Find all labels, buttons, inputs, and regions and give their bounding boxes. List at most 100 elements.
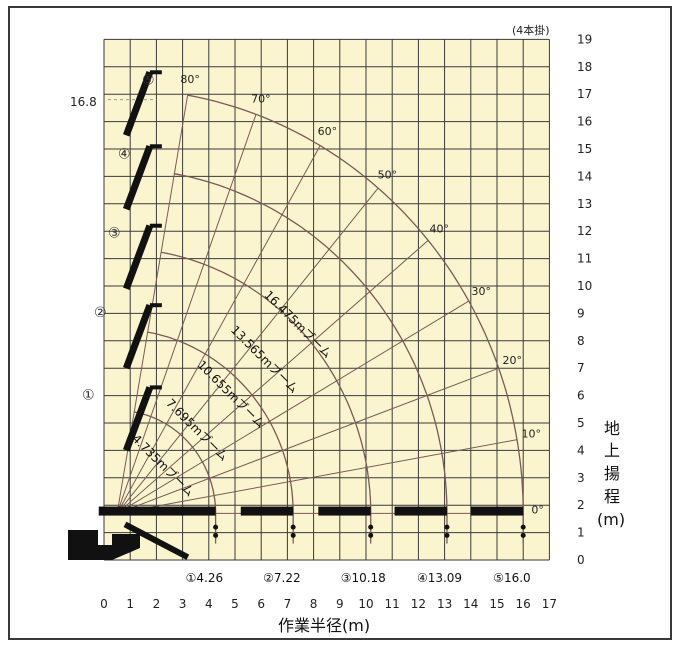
x-tick-label: 2 xyxy=(153,597,161,611)
x-tick-label: 1 xyxy=(126,597,134,611)
y-tick-label: 1 xyxy=(577,526,585,540)
angle-ray xyxy=(116,300,470,514)
boom-mark: ③ xyxy=(108,226,121,242)
boom-mark: ② xyxy=(94,305,107,321)
raised-boom xyxy=(122,303,154,370)
x-tick-label: 14 xyxy=(463,597,478,611)
angle-label: 0° xyxy=(531,503,544,516)
x-tick-label: 10 xyxy=(358,597,373,611)
hook-icon xyxy=(444,524,450,530)
angle-label: 80° xyxy=(180,73,200,86)
hook-icon xyxy=(520,532,526,538)
retracted-boom-bar xyxy=(318,506,371,516)
x-tick-label: 8 xyxy=(310,597,318,611)
y-tick-label: 9 xyxy=(577,306,585,320)
y-tick-label: 0 xyxy=(577,553,585,567)
y-tick-label: 11 xyxy=(577,252,592,266)
x-tick-label: 6 xyxy=(257,597,265,611)
x-tick-label: 15 xyxy=(489,597,504,611)
hook-icon xyxy=(213,524,219,530)
x-tick-label: 12 xyxy=(411,597,426,611)
x-tick-label: 11 xyxy=(385,597,400,611)
raised-boom xyxy=(122,386,154,452)
boom-mark: ⑤ xyxy=(142,72,155,88)
y-tick-label: 8 xyxy=(577,334,585,348)
angle-label: 70° xyxy=(251,93,271,106)
y-tick-label: 12 xyxy=(577,224,592,238)
grid-background xyxy=(104,39,550,560)
max-radius-label: ④13.09 xyxy=(417,571,462,585)
angle-ray xyxy=(116,187,379,514)
boom-silhouettes xyxy=(68,70,526,560)
angle-ray xyxy=(116,367,499,514)
y-tick-label: 6 xyxy=(577,389,585,403)
hook-icon xyxy=(444,532,450,538)
angle-label: 20° xyxy=(503,354,523,367)
y-tick-label: 3 xyxy=(577,471,585,485)
y-tick-label: 4 xyxy=(577,443,585,457)
retracted-boom-bar xyxy=(394,506,447,516)
hook-icon xyxy=(290,524,296,530)
y-tick-label: 5 xyxy=(577,416,585,430)
raised-boom xyxy=(122,145,154,211)
x-tick-label: 0 xyxy=(100,597,108,611)
y-tick-label: 18 xyxy=(577,60,592,74)
y-tick-label: 16 xyxy=(577,115,592,129)
crane-base xyxy=(68,530,140,560)
max-radius-label: ①4.26 xyxy=(186,571,223,585)
hook-icon xyxy=(290,532,296,538)
hook-icon xyxy=(368,532,374,538)
boom-mark: ④ xyxy=(118,146,131,162)
y-axis-title-2: 上 xyxy=(604,441,620,460)
y-axis-title-3: 揚 xyxy=(604,464,620,483)
angle-ray xyxy=(116,145,321,514)
y-axis-title-unit: (m) xyxy=(597,510,625,529)
max-radius-label: ②7.22 xyxy=(263,571,300,585)
y-tick-label: 13 xyxy=(577,197,592,211)
retracted-boom-bar xyxy=(470,506,524,516)
retracted-boom-bar xyxy=(98,506,216,516)
top-note: (4本掛) xyxy=(512,23,550,37)
y-axis-title-1: 地 xyxy=(604,419,620,438)
left-height-marker: 16.8 xyxy=(70,95,97,109)
angle-ray xyxy=(116,240,429,514)
angle-ray xyxy=(117,439,518,514)
retracted-boom-bar xyxy=(240,506,294,516)
max-radius-label: ⑤16.0 xyxy=(493,571,530,585)
x-tick-label: 17 xyxy=(542,597,557,611)
hook-icon xyxy=(520,524,526,530)
angle-label: 10° xyxy=(521,428,541,441)
outrigger xyxy=(123,521,190,560)
x-tick-label: 13 xyxy=(437,597,452,611)
angle-label: 50° xyxy=(378,169,398,182)
y-axis-title-4: 程 xyxy=(604,487,620,506)
y-tick-label: 2 xyxy=(577,498,585,512)
raised-boom xyxy=(122,224,154,290)
x-tick-label: 4 xyxy=(205,597,213,611)
y-tick-label: 14 xyxy=(577,169,592,183)
angle-label: 30° xyxy=(472,285,492,298)
grid xyxy=(103,38,550,561)
hook-icon xyxy=(213,532,219,538)
boom-mark: ① xyxy=(82,387,95,403)
y-tick-label: 17 xyxy=(577,87,592,101)
x-tick-label: 3 xyxy=(179,597,187,611)
angle-label: 40° xyxy=(429,223,449,236)
raised-boom xyxy=(122,71,154,137)
hook-icon xyxy=(368,524,374,530)
boom-range-arc xyxy=(187,94,524,514)
y-tick-label: 15 xyxy=(577,142,592,156)
y-tick-label: 19 xyxy=(577,32,592,46)
y-tick-label: 7 xyxy=(577,361,585,375)
y-tick-label: 10 xyxy=(577,279,592,293)
angle-ray xyxy=(116,114,257,514)
max-radius-label: ③10.18 xyxy=(341,571,386,585)
working-range-curves xyxy=(108,94,524,544)
x-tick-label: 5 xyxy=(231,597,239,611)
angle-label: 60° xyxy=(318,125,338,138)
x-tick-label: 9 xyxy=(336,597,344,611)
x-axis-title: 作業半径(m) xyxy=(278,616,370,635)
x-tick-label: 16 xyxy=(516,597,531,611)
x-tick-label: 7 xyxy=(284,597,292,611)
